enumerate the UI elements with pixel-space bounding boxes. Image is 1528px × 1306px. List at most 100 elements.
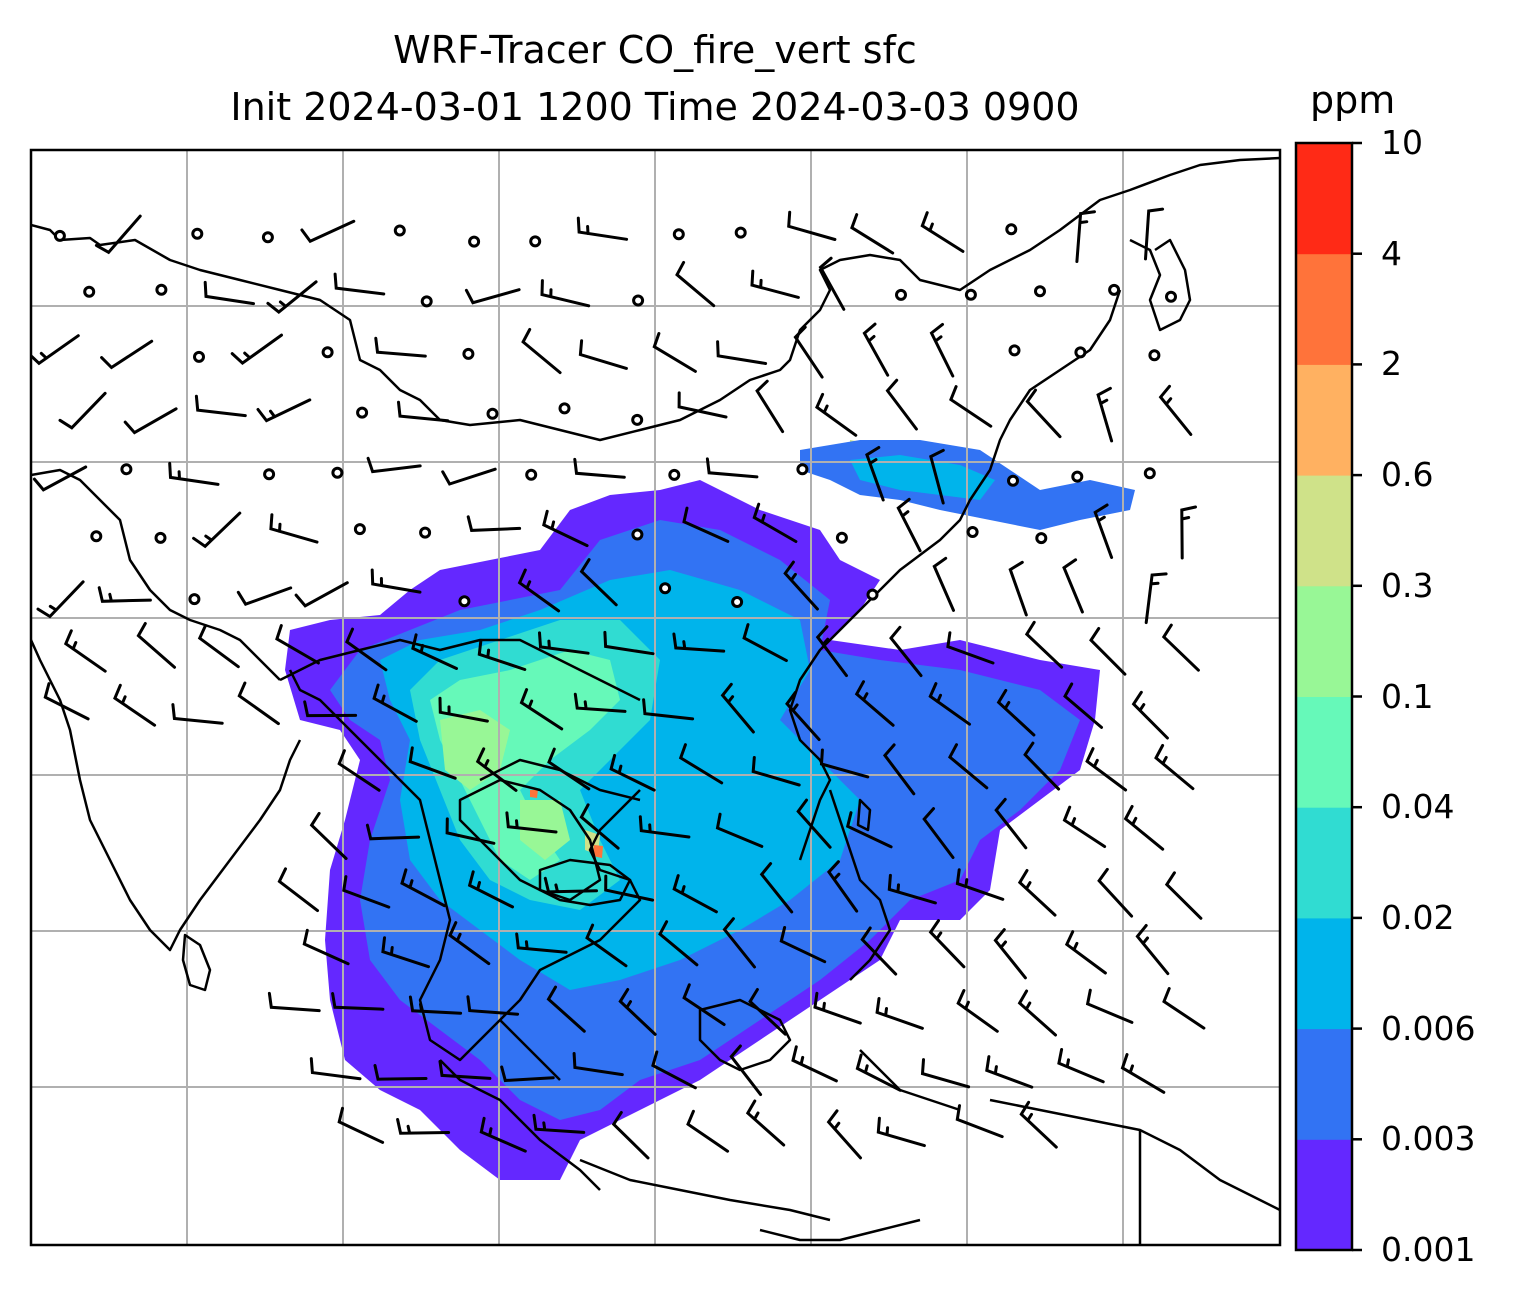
calm-marker <box>895 288 907 301</box>
wind-barb <box>303 700 358 718</box>
wind-barb <box>123 407 178 435</box>
wind-barb <box>1075 210 1096 263</box>
wind-barb <box>547 747 591 791</box>
wind-barb <box>1120 1053 1166 1094</box>
calm-marker <box>558 402 571 415</box>
wind-barb <box>948 743 989 790</box>
wind-barb <box>845 811 893 849</box>
wind-barb <box>365 823 421 841</box>
wind-barb <box>538 631 590 655</box>
wind-barb <box>1131 690 1169 740</box>
coast-java <box>579 1158 831 1222</box>
coast-indochina <box>288 669 642 1062</box>
wind-barb <box>408 746 457 780</box>
wind-barb <box>578 339 628 370</box>
wind-barb <box>171 703 224 725</box>
calm-marker <box>1165 290 1177 303</box>
wind-barb <box>755 379 785 434</box>
calm-marker <box>120 463 133 476</box>
wind-barb <box>448 921 491 966</box>
wind-barb <box>785 691 821 741</box>
wind-barb <box>956 989 999 1033</box>
wind-barb <box>1089 627 1127 676</box>
calm-marker <box>631 528 644 541</box>
wind-barb <box>400 868 446 908</box>
wind-barb <box>333 272 386 296</box>
wind-barb <box>682 983 726 1026</box>
wind-barb <box>815 625 848 678</box>
wind-barb <box>466 995 520 1016</box>
coast-india <box>31 639 302 952</box>
wind-barb <box>31 334 80 366</box>
calm-marker <box>419 526 432 539</box>
calm-marker <box>796 463 809 476</box>
calm-marker <box>631 413 644 426</box>
wind-barb <box>1008 560 1028 617</box>
wind-barb <box>168 461 220 486</box>
wind-barb <box>672 632 726 653</box>
wind-barb <box>722 917 756 969</box>
wind-barb <box>269 513 319 544</box>
wind-barb <box>438 1060 492 1080</box>
wind-barb <box>43 682 90 721</box>
wind-barb <box>366 456 422 474</box>
wind-barb <box>579 803 620 850</box>
coast-philippines <box>828 789 892 981</box>
colorbar-segment <box>1296 253 1352 365</box>
calm-marker <box>1035 532 1048 545</box>
border-malay <box>499 1019 561 1081</box>
wind-barb <box>850 213 895 255</box>
wind-barb <box>546 985 586 1033</box>
wind-barb <box>372 683 418 723</box>
wind-barb <box>779 926 827 964</box>
colorbar-segment <box>1296 143 1352 255</box>
map-title-line1: WRF-Tracer CO_fire_vert sfc <box>393 28 917 72</box>
wind-barb <box>783 560 819 611</box>
wind-barb <box>876 1116 926 1148</box>
colorbar-tick-label: 0.6 <box>1381 455 1434 495</box>
wind-barb <box>1085 988 1134 1024</box>
colorbar <box>1296 143 1352 1251</box>
coast-west-north <box>31 156 1280 442</box>
wind-barb <box>1085 747 1128 792</box>
wind-barb <box>370 568 422 594</box>
wind-barb <box>1154 744 1195 791</box>
map-title-line2: Init 2024-03-01 1200 Time 2024-03-03 090… <box>230 85 1080 129</box>
calm-marker <box>672 228 685 241</box>
calm-marker <box>632 294 645 307</box>
wind-barb <box>729 1044 763 1097</box>
border-china-south <box>279 638 641 702</box>
wind-barb <box>1161 623 1200 672</box>
coast-cambodia <box>538 858 632 907</box>
calm-marker <box>1108 283 1121 296</box>
wind-barb <box>266 280 318 315</box>
wind-barb <box>1164 871 1203 920</box>
calm-marker <box>261 231 274 244</box>
wind-barb <box>929 322 955 378</box>
wind-barb <box>479 1116 527 1153</box>
colorbar-tick-label: 10 <box>1381 123 1423 162</box>
calm-marker <box>53 229 66 242</box>
calm-marker <box>1005 223 1018 236</box>
wind-barb <box>97 586 152 603</box>
wind-barb <box>397 400 450 423</box>
wind-barb <box>887 873 937 905</box>
wind-barb <box>875 997 924 1030</box>
wind-barb <box>194 394 247 418</box>
calm-marker <box>1008 344 1021 357</box>
wind-barb <box>855 1053 902 1092</box>
calm-marker <box>1071 470 1084 483</box>
wind-barb <box>475 747 518 792</box>
wind-barb <box>1023 741 1061 791</box>
wind-barb <box>751 756 801 787</box>
wind-barb <box>542 509 589 548</box>
colorbar-segment <box>1296 585 1352 697</box>
wind-barb <box>1019 1100 1058 1149</box>
wind-barb <box>1017 989 1057 1037</box>
colorbar-unit-label: ppm <box>1310 78 1396 122</box>
wind-barb <box>477 638 527 671</box>
map-border <box>29 148 1282 1247</box>
wind-barb <box>949 385 993 428</box>
wind-barb <box>237 681 280 726</box>
wind-barb <box>576 216 629 241</box>
